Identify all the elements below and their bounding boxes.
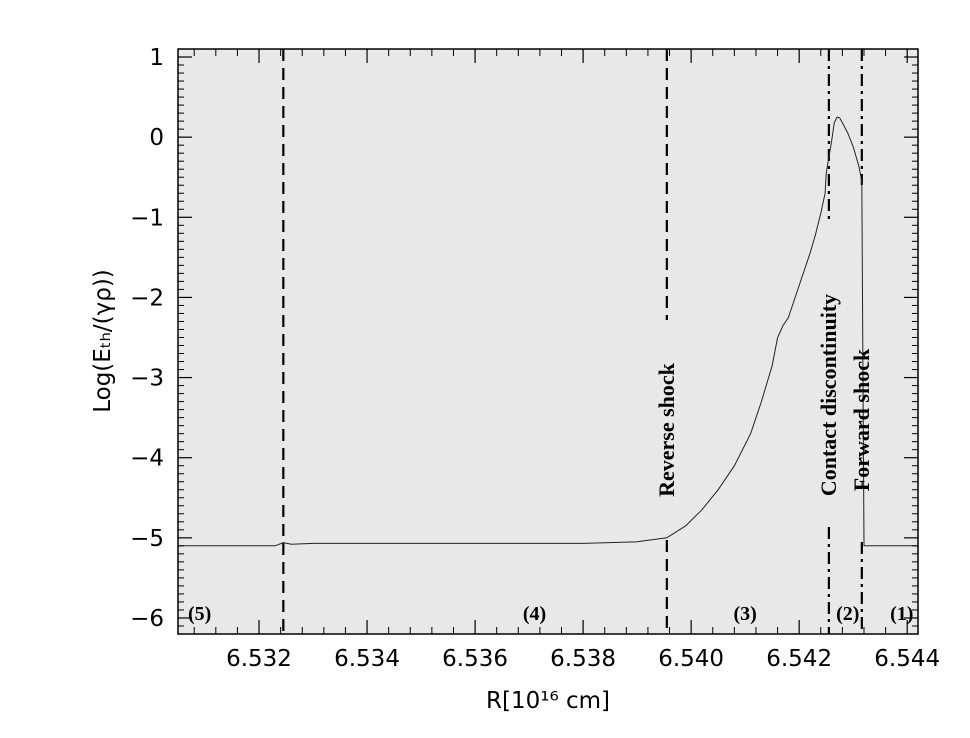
y-tick-label: −4 [130, 446, 164, 472]
x-tick-label: 6.538 [550, 646, 616, 672]
y-axis-title: Log(Eₜₕ/(γρ)) [90, 269, 116, 413]
x-axis-title: R[10¹⁶ cm] [486, 688, 610, 714]
y-tick-label: −2 [130, 285, 164, 311]
y-tick-label: 0 [149, 125, 164, 151]
x-tick-label: 6.540 [658, 646, 724, 672]
plot-background [178, 49, 918, 634]
y-tick-label: −6 [130, 606, 164, 632]
plot-frame [177, 48, 919, 635]
y-tick-label: −5 [130, 526, 164, 552]
series-line [178, 116, 918, 547]
y-tick-label: 1 [149, 45, 164, 71]
region-label: (4) [523, 603, 546, 625]
y-tick-label: −1 [130, 205, 164, 231]
shock-marker-label: Forward shock [849, 348, 874, 491]
shock-marker-label: Contact discontinuity [816, 294, 841, 496]
x-tick-label: 6.536 [442, 646, 508, 672]
region-label: (5) [188, 603, 211, 625]
region-label: (3) [733, 603, 756, 625]
x-tick-label: 6.544 [874, 646, 940, 672]
x-tick-label: 6.542 [766, 646, 832, 672]
x-tick-label: 6.532 [226, 646, 292, 672]
shock-marker-label: Reverse shock [654, 362, 679, 497]
y-tick-label: −3 [130, 366, 164, 392]
region-label: (1) [890, 603, 913, 625]
x-tick-label: 6.534 [334, 646, 400, 672]
region-label: (2) [836, 603, 859, 625]
